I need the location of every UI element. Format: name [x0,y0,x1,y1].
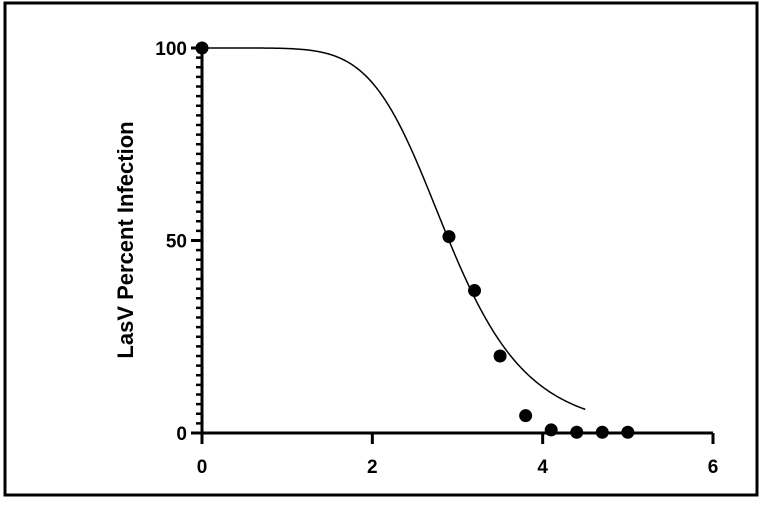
x-axis-tick-labels: 0 2 4 6 [197,457,719,478]
y-tick-label: 0 [176,424,187,445]
data-point [544,423,558,437]
y-tick-label: 50 [166,232,187,253]
x-tick-label: 6 [708,457,719,478]
data-point [442,230,456,244]
x-tick-label: 2 [367,457,378,478]
x-tick-label: 4 [537,457,548,478]
data-point [195,41,209,55]
x-tick-label: 0 [197,457,208,478]
data-point [519,409,533,423]
data-point [621,425,635,439]
x-axis-ticks [200,433,715,444]
data-point [570,425,584,439]
data-point [468,284,482,298]
y-tick-label: 100 [155,39,187,60]
y-axis-title: LasV Percent Infection [113,121,138,358]
fit-curve [202,47,586,411]
chart-frame [3,1,759,497]
data-point [595,425,609,439]
data-point [493,349,507,363]
y-axis-tick-labels: 0 50 100 [155,39,187,445]
data-points [195,41,635,439]
